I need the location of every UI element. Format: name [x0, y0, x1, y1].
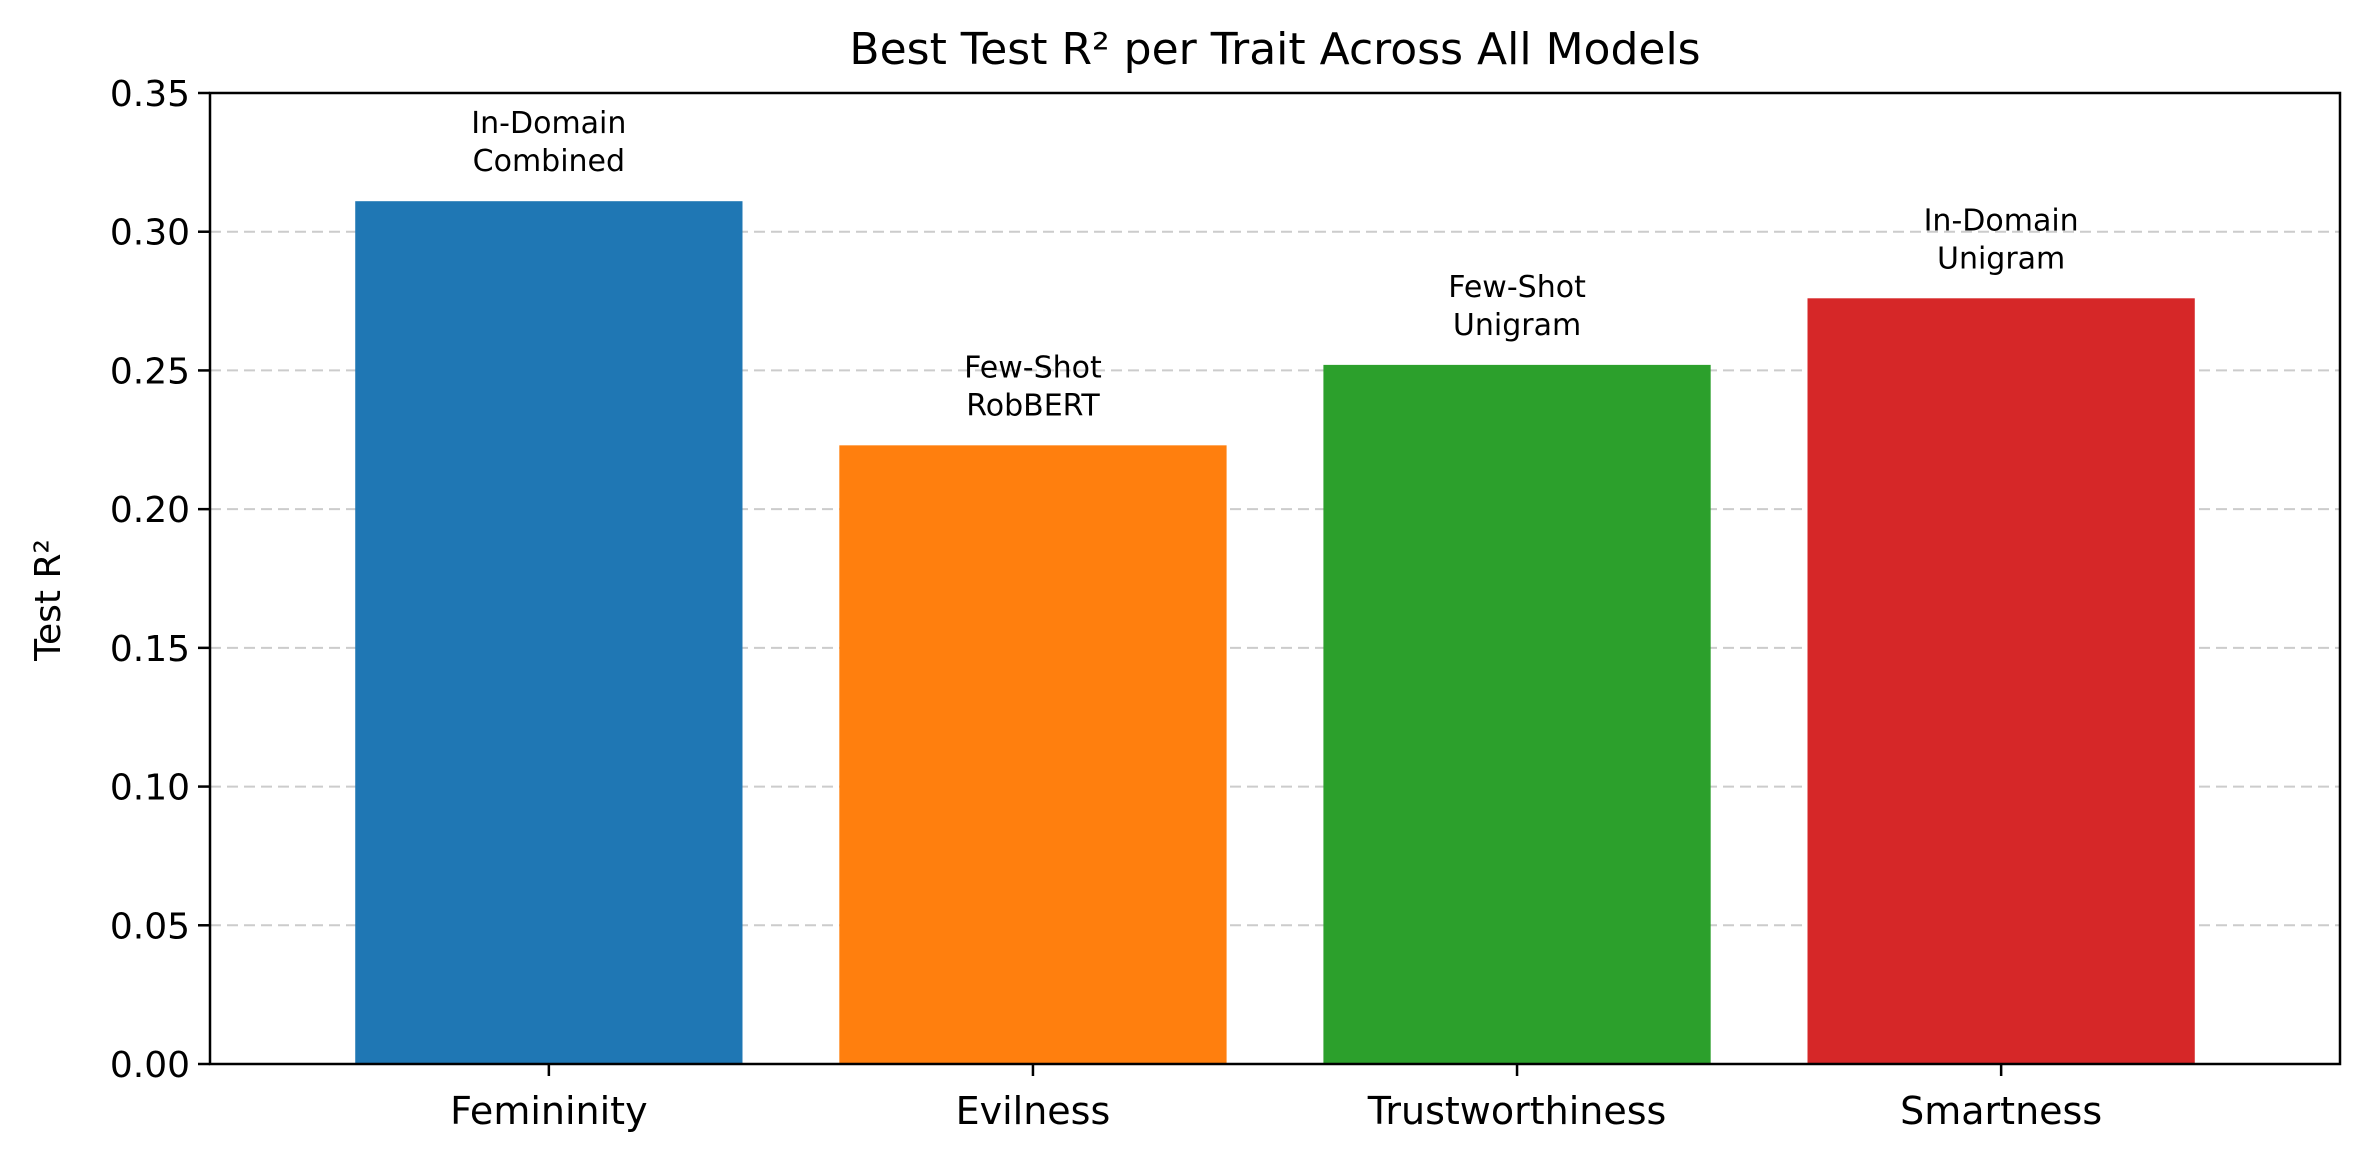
bar-annotation: Few-Shot	[964, 350, 1102, 385]
plot-frame	[208, 91, 2342, 1066]
bar-annotation: Combined	[473, 144, 625, 179]
bar-annotation: In-Domain	[471, 106, 626, 141]
bar	[839, 445, 1227, 1064]
y-tick-label: 0.05	[110, 906, 190, 947]
chart-title: Best Test R² per Trait Across All Models	[849, 24, 1700, 75]
bar	[1807, 298, 2195, 1065]
y-tick-label: 0.20	[110, 490, 190, 531]
bar-annotation: Unigram	[1453, 308, 1581, 343]
y-tick-label: 0.30	[110, 213, 190, 254]
x-tick-label: Trustworthiness	[1367, 1089, 1667, 1133]
y-tick-label: 0.15	[110, 629, 190, 670]
bars	[355, 201, 2195, 1065]
y-tick-label: 0.10	[110, 768, 190, 809]
bar-annotation: In-Domain	[1924, 203, 2079, 238]
y-tick-label: 0.35	[110, 74, 190, 115]
y-tick-label: 0.00	[110, 1045, 190, 1086]
axes: 0.00 0.05 0.10 0.15 0.20 0.25 0.30 0.35 Feminini…	[110, 74, 2342, 1133]
bar	[1323, 364, 1711, 1064]
x-tick-label: Evilness	[956, 1089, 1111, 1133]
y-tick-label: 0.25	[110, 351, 190, 392]
bar-annotation: RobBERT	[966, 388, 1100, 423]
x-tick-label: Smartness	[1900, 1089, 2102, 1133]
bar-annotation: Few-Shot	[1448, 270, 1586, 305]
x-tick-label: Femininity	[450, 1089, 647, 1133]
bar-annotation: Unigram	[1937, 241, 2065, 276]
bar-annotations: In-DomainCombinedFew-ShotRobBERTFew-Shot…	[471, 106, 2078, 423]
bar	[355, 201, 743, 1064]
y-axis-label: Test R²	[28, 539, 69, 662]
